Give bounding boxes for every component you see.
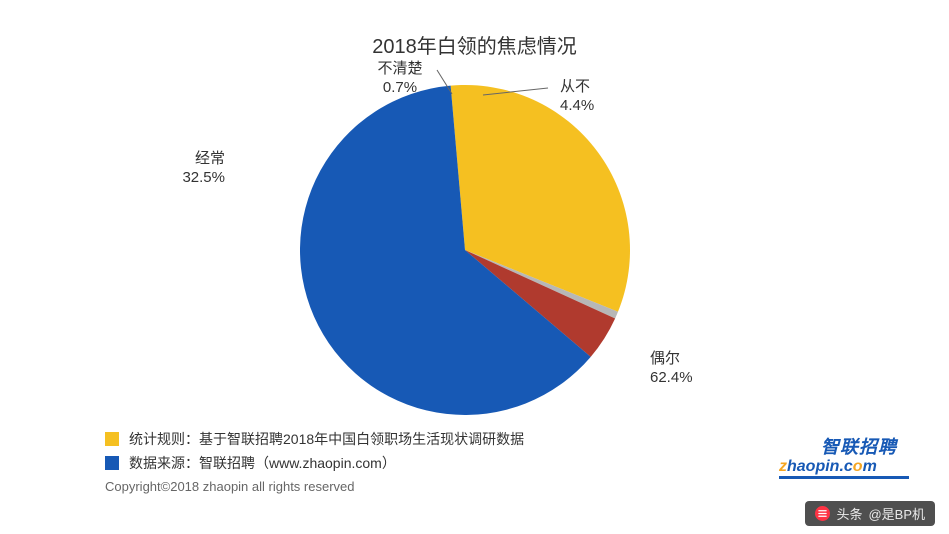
slice-label-never: 从不 4.4% [560, 78, 594, 116]
footer-text: 智联招聘（www.zhaopin.com） [199, 453, 396, 473]
legend-swatch [105, 456, 119, 470]
logo-underline [779, 476, 909, 479]
footer-row-0: 统计规则：基于智联招聘2018年中国白领职场生活现状调研数据 [105, 429, 524, 449]
footer-label: 数据来源： [129, 453, 199, 473]
attribution-text: @是BP机 [868, 504, 925, 523]
legend-swatch [105, 432, 119, 446]
attribution-prefix: 头条 [836, 504, 862, 523]
attribution-badge: 头条 @是BP机 [805, 501, 935, 526]
slice-label-unclear: 不清楚 0.7% [377, 60, 422, 98]
zhaopin-logo: 智联招聘 zhaopin.com [779, 433, 909, 479]
toutiao-icon [815, 506, 830, 521]
copyright-text: Copyright©2018 zhaopin all rights reserv… [105, 479, 524, 494]
footer-text: 基于智联招聘2018年中国白领职场生活现状调研数据 [199, 429, 524, 449]
slice-label-often: 经常 32.5% [182, 150, 225, 188]
chart-footer: 统计规则：基于智联招聘2018年中国白领职场生活现状调研数据数据来源：智联招聘（… [105, 429, 524, 494]
slice-label-occasional: 偶尔 62.4% [650, 350, 693, 388]
footer-row-1: 数据来源：智联招聘（www.zhaopin.com） [105, 453, 524, 473]
pie-chart [300, 85, 630, 415]
footer-label: 统计规则： [129, 429, 199, 449]
chart-title: 2018年白领的焦虑情况 [0, 30, 949, 59]
logo-en: zhaopin.com [779, 459, 909, 475]
logo-cn: 智联招聘 [779, 433, 909, 459]
